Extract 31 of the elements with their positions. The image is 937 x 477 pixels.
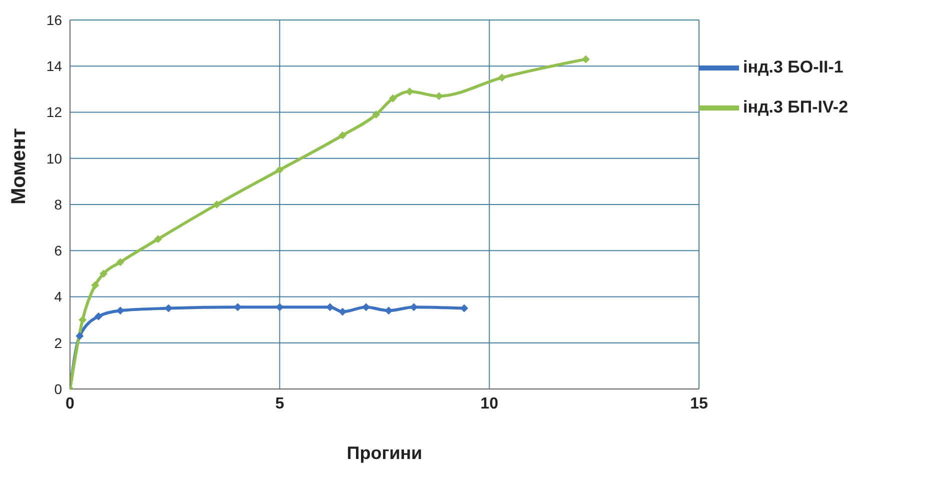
point bbox=[338, 131, 347, 140]
point bbox=[78, 316, 87, 324]
point bbox=[91, 281, 100, 290]
y-tick-label: 8 bbox=[54, 196, 62, 212]
point bbox=[498, 74, 506, 82]
x-tick-label: 10 bbox=[480, 395, 498, 412]
point bbox=[76, 332, 84, 340]
point bbox=[582, 55, 590, 64]
x-tick-label: 15 bbox=[690, 395, 708, 412]
point bbox=[212, 200, 221, 208]
y-tick-label: 4 bbox=[54, 288, 62, 305]
y-tick-label: 0 bbox=[54, 380, 62, 397]
point bbox=[388, 94, 397, 102]
point bbox=[116, 258, 124, 266]
point bbox=[276, 166, 284, 174]
y-tick-label: 16 bbox=[46, 12, 62, 28]
y-tick-label: 2 bbox=[54, 334, 62, 351]
y-tick-label: 14 bbox=[46, 58, 62, 74]
y-axis-title: Момент bbox=[8, 128, 30, 204]
x-axis-title: Прогини bbox=[346, 443, 422, 463]
y-tick-label: 10 bbox=[46, 150, 62, 166]
x-tick-label: 0 bbox=[66, 395, 75, 412]
point bbox=[154, 235, 162, 244]
point bbox=[372, 110, 380, 119]
x-tick-label: 5 bbox=[275, 395, 284, 412]
legend-label: інд.3 БО-ІІ-1 bbox=[743, 57, 844, 76]
legend-label: інд.3 БП-IV-2 bbox=[743, 97, 848, 116]
point bbox=[100, 270, 108, 278]
y-tick-label: 6 bbox=[54, 242, 62, 259]
y-tick-label: 12 bbox=[46, 104, 62, 120]
point bbox=[94, 312, 103, 320]
